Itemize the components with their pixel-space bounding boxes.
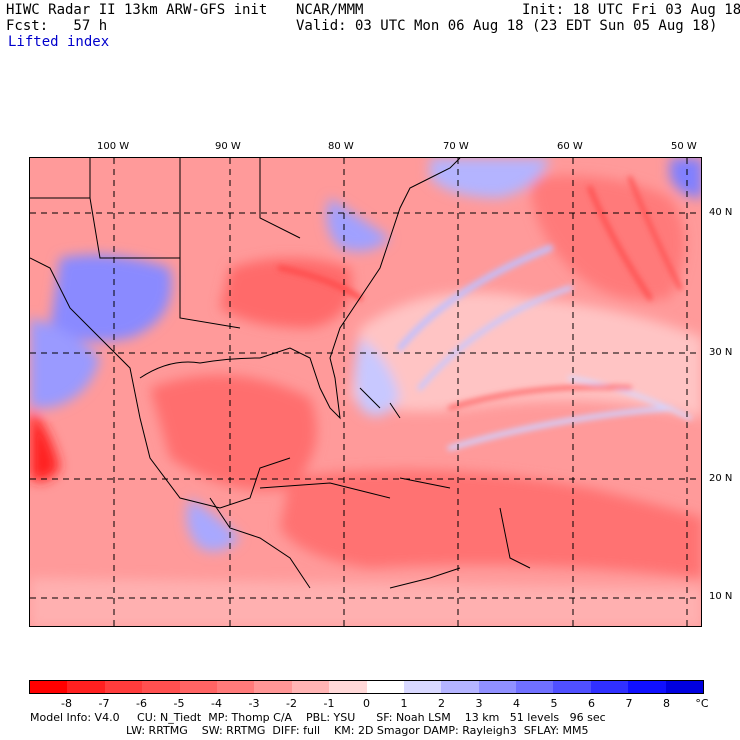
colorbar-swatch <box>403 681 442 693</box>
colorbar-tick-label: -1 <box>323 697 335 710</box>
lon-label-60w: 60 W <box>557 141 583 152</box>
lon-label-80w: 80 W <box>328 141 354 152</box>
init-time: Init: 18 UTC Fri 03 Aug 18 <box>522 2 740 18</box>
colorbar-tick-label: 1 <box>400 697 408 710</box>
lat-label-30n: 30 N <box>709 347 733 358</box>
colorbar-swatch <box>628 681 666 693</box>
colorbar-swatch <box>30 681 68 693</box>
forecast-hour: Fcst: 57 h <box>6 18 108 34</box>
graticule <box>30 158 701 626</box>
model-title: HIWC Radar II 13km ARW-GFS init <box>6 2 268 18</box>
colorbar-swatch <box>67 681 105 693</box>
colorbar-swatch <box>366 681 404 693</box>
colorbar-tick-label: -4 <box>211 697 222 710</box>
lon-label-50w: 50 W <box>671 141 697 152</box>
colorbar-unit: °C <box>695 697 709 710</box>
colorbar-swatch <box>179 681 217 693</box>
field-name: Lifted index <box>8 34 110 50</box>
colorbar-tick-label: -7 <box>98 697 110 710</box>
colorbar-tick-label: 8 <box>663 697 670 710</box>
colorbar-swatch <box>553 681 591 693</box>
colorbar-tick-label: -5 <box>173 697 185 710</box>
colorbar <box>29 680 704 694</box>
colorbar-tick-label: 0 <box>363 697 370 710</box>
colorbar-swatch <box>441 681 479 693</box>
colorbar-swatch <box>104 681 143 693</box>
colorbar-tick-label: 7 <box>625 697 633 710</box>
lat-label-10n: 10 N <box>709 591 733 602</box>
colorbar-swatch <box>590 681 629 693</box>
colorbar-swatch <box>142 681 180 693</box>
lon-label-100w: 100 W <box>97 141 130 152</box>
colorbar-tick-label: -6 <box>136 697 147 710</box>
map-canvas <box>30 158 701 626</box>
colorbar-swatch <box>291 681 330 693</box>
model-info-line1: Model Info: V4.0 CU: N_Tiedt MP: Thomp C… <box>30 711 606 724</box>
colorbar-swatch <box>478 681 517 693</box>
valid-time: Valid: 03 UTC Mon 06 Aug 18 (23 EDT Sun … <box>296 18 718 34</box>
colorbar-tick-label: 6 <box>588 697 595 710</box>
colorbar-tick-label: -3 <box>248 697 260 710</box>
lifted-index-map <box>29 157 702 627</box>
colorbar-swatch <box>329 681 367 693</box>
model-info-line2: LW: RRTMG SW: RRTMG DIFF: full KM: 2D Sm… <box>126 724 589 737</box>
colorbar-swatch <box>665 681 704 693</box>
colorbar-tick-label: 4 <box>513 697 520 710</box>
lon-label-90w: 90 W <box>215 141 241 152</box>
field-streaks <box>277 176 692 451</box>
colorbar-tick-label: -8 <box>61 697 72 710</box>
colorbar-swatch <box>516 681 554 693</box>
lat-label-20n: 20 N <box>709 473 733 484</box>
lon-label-70w: 70 W <box>443 141 469 152</box>
colorbar-tick-label: 3 <box>475 697 483 710</box>
lat-label-40n: 40 N <box>709 207 733 218</box>
colorbar-tick-label: 2 <box>438 697 445 710</box>
colorbar-swatch <box>254 681 292 693</box>
org-label: NCAR/MMM <box>296 2 364 18</box>
colorbar-tick-label: -2 <box>286 697 297 710</box>
colorbar-tick-label: 5 <box>550 697 558 710</box>
colorbar-swatch <box>216 681 255 693</box>
coastlines <box>30 158 531 589</box>
